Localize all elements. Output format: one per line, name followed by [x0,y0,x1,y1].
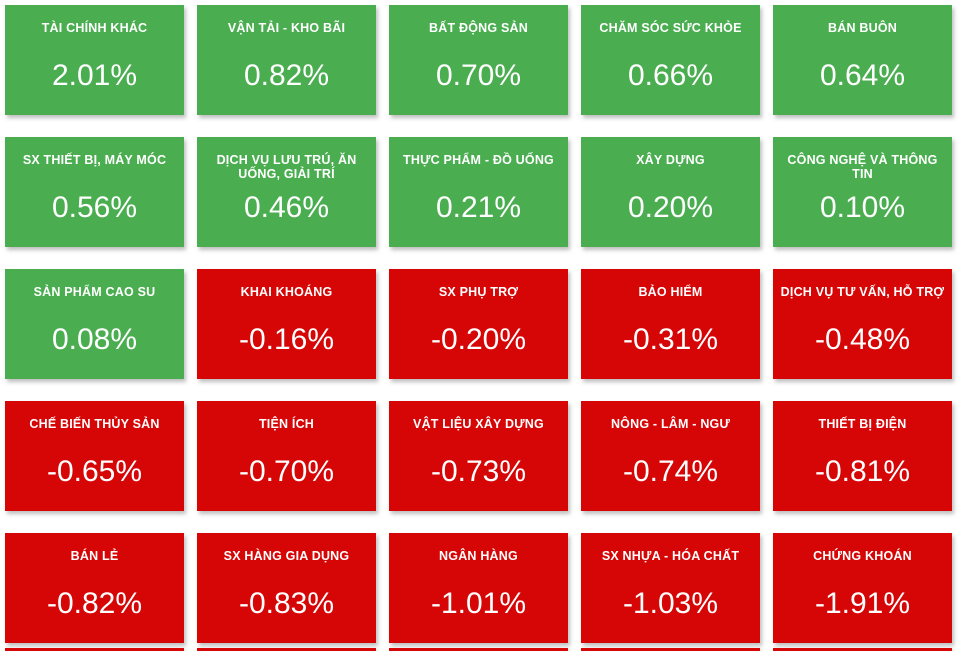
sector-tile[interactable]: CHỨNG KHOÁN -1.91% [773,533,952,643]
sector-name: BẤT ĐỘNG SẢN [429,21,528,35]
sector-tile[interactable]: SẢN PHẨM CAO SU 0.08% [5,269,184,379]
sector-change-percent: 0.70% [435,59,522,92]
sector-name: VẬT LIỆU XÂY DỰNG [413,417,544,431]
sector-change-percent: 0.10% [819,191,906,224]
sector-tile[interactable]: SX PHỤ TRỢ -0.20% [389,269,568,379]
sector-change-percent: -0.81% [814,455,911,488]
sector-change-percent: 0.56% [51,191,138,224]
sector-change-percent: 0.66% [627,59,714,92]
sector-name: NGÂN HÀNG [439,549,518,563]
sector-name: THỰC PHẨM - ĐỒ UỐNG [403,153,554,167]
sector-name: VẬN TẢI - KHO BÃI [227,21,346,35]
sector-change-percent: -1.91% [814,587,911,620]
heatmap-row-partial [5,648,955,651]
sector-tile[interactable]: THỰC PHẨM - ĐỒ UỐNG 0.21% [389,137,568,247]
sector-name: BÁN BUÔN [828,21,897,35]
sector-name: THIẾT BỊ ĐIỆN [818,417,907,431]
sector-name: BẢO HIỂM [638,285,703,299]
sector-name: SX HÀNG GIA DỤNG [223,549,350,563]
sector-change-percent: -1.01% [430,587,527,620]
sector-tile[interactable]: SX NHỰA - HÓA CHẤT -1.03% [581,533,760,643]
sector-change-percent: -0.16% [238,323,335,356]
sector-change-percent: 0.82% [243,59,330,92]
sector-name: TÀI CHÍNH KHÁC [41,21,148,35]
sector-tile[interactable]: BẢO HIỂM -0.31% [581,269,760,379]
sector-tile[interactable]: TIỆN ÍCH -0.70% [197,401,376,511]
sector-change-percent: -0.70% [238,455,335,488]
heatmap-row: BÁN LẺ -0.82% SX HÀNG GIA DỤNG -0.83% NGÂN H… [5,533,955,643]
sector-change-percent: 0.20% [627,191,714,224]
sector-name: SẢN PHẨM CAO SU [33,285,156,299]
sector-name: BÁN LẺ [70,549,119,563]
sector-change-percent: -0.74% [622,455,719,488]
heatmap-row: CHẾ BIẾN THỦY SẢN -0.65% TIỆN ÍCH -0.70% VẬT… [5,401,955,511]
sector-tile[interactable]: VẬT LIỆU XÂY DỰNG -0.73% [389,401,568,511]
heatmap-row: SX THIẾT BỊ, MÁY MÓC 0.56% DỊCH VỤ LƯU TRÚ… [5,137,955,247]
sector-tile-partial[interactable] [773,648,952,651]
sector-change-percent: 0.46% [243,191,330,224]
sector-name: SX NHỰA - HÓA CHẤT [601,549,740,563]
sector-change-percent: -0.48% [814,323,911,356]
sector-tile[interactable]: BÁN LẺ -0.82% [5,533,184,643]
sector-tile-partial[interactable] [197,648,376,651]
sector-tile[interactable]: CÔNG NGHỆ VÀ THÔNG TIN 0.10% [773,137,952,247]
sector-name: NÔNG - LÂM - NGƯ [610,417,731,431]
sector-change-percent: -0.31% [622,323,719,356]
sector-change-percent: -1.03% [622,587,719,620]
sector-tile[interactable]: CHẾ BIẾN THỦY SẢN -0.65% [5,401,184,511]
heatmap-row: SẢN PHẨM CAO SU 0.08% KHAI KHOÁNG -0.16% SX … [5,269,955,379]
sector-tile[interactable]: DỊCH VỤ LƯU TRÚ, ĂN UỐNG, GIẢI TRÍ 0.46% [197,137,376,247]
heatmap-row: TÀI CHÍNH KHÁC 2.01% VẬN TẢI - KHO BÃI 0.82… [5,5,955,115]
sector-tile[interactable]: THIẾT BỊ ĐIỆN -0.81% [773,401,952,511]
sector-tile[interactable]: CHĂM SÓC SỨC KHỎE 0.66% [581,5,760,115]
sector-change-percent: -0.83% [238,587,335,620]
sector-name: DỊCH VỤ LƯU TRÚ, ĂN UỐNG, GIẢI TRÍ [216,153,357,181]
sector-change-percent: 0.64% [819,59,906,92]
sector-name: CHỨNG KHOÁN [813,549,912,563]
sector-tile[interactable]: SX HÀNG GIA DỤNG -0.83% [197,533,376,643]
sector-change-percent: -0.20% [430,323,527,356]
sector-change-percent: 2.01% [51,59,138,92]
sector-name: CHẾ BIẾN THỦY SẢN [29,417,160,431]
sector-tile-partial[interactable] [389,648,568,651]
sector-name: CHĂM SÓC SỨC KHỎE [599,21,742,35]
sector-name: XÂY DỰNG [636,153,705,167]
sector-change-percent: 0.21% [435,191,522,224]
sector-tile[interactable]: BÁN BUÔN 0.64% [773,5,952,115]
sector-change-percent: 0.08% [51,323,138,356]
sector-tile-partial[interactable] [5,648,184,651]
sector-tile[interactable]: TÀI CHÍNH KHÁC 2.01% [5,5,184,115]
sector-tile[interactable]: BẤT ĐỘNG SẢN 0.70% [389,5,568,115]
sector-name: TIỆN ÍCH [258,417,315,431]
sector-tile[interactable]: DỊCH VỤ TƯ VẤN, HỖ TRỢ -0.48% [773,269,952,379]
sector-tile[interactable]: XÂY DỰNG 0.20% [581,137,760,247]
sector-tile[interactable]: NGÂN HÀNG -1.01% [389,533,568,643]
sector-tile-partial[interactable] [581,648,760,651]
sector-name: SX PHỤ TRỢ [438,285,519,299]
sector-change-percent: -0.65% [46,455,143,488]
sector-tile[interactable]: KHAI KHOÁNG -0.16% [197,269,376,379]
sector-change-percent: -0.82% [46,587,143,620]
sector-name: DỊCH VỤ TƯ VẤN, HỖ TRỢ [780,285,945,299]
sector-tile[interactable]: NÔNG - LÂM - NGƯ -0.74% [581,401,760,511]
sector-name: CÔNG NGHỆ VÀ THÔNG TIN [787,153,938,181]
sector-tile[interactable]: VẬN TẢI - KHO BÃI 0.82% [197,5,376,115]
sector-name: SX THIẾT BỊ, MÁY MÓC [22,153,167,167]
sector-change-percent: -0.73% [430,455,527,488]
sector-name: KHAI KHOÁNG [240,285,333,299]
sector-tile[interactable]: SX THIẾT BỊ, MÁY MÓC 0.56% [5,137,184,247]
